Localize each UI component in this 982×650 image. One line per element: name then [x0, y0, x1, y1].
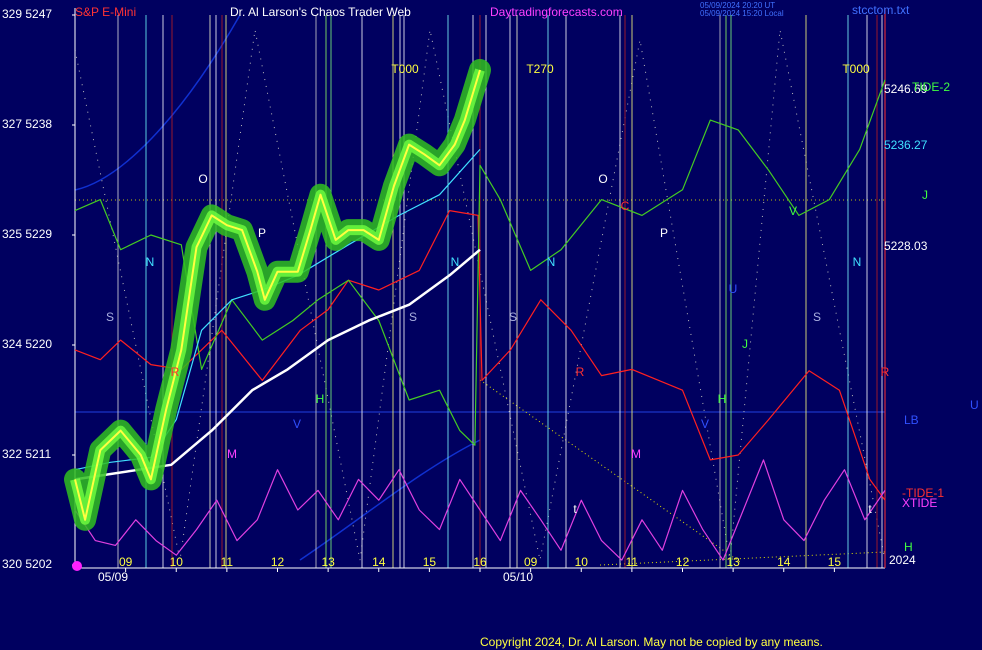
- y-tick-label: 322 5211: [2, 447, 51, 461]
- date-label: 05/09: [98, 570, 128, 584]
- x-tick-label: 14: [777, 555, 791, 569]
- annotation: U: [729, 282, 738, 296]
- annotation: T000: [842, 62, 870, 76]
- right-label: U: [970, 398, 979, 412]
- right-label: 5236.27: [884, 138, 928, 152]
- x-tick-label: 10: [170, 555, 184, 569]
- x-tick-label: 13: [726, 555, 740, 569]
- right-label: H: [904, 540, 913, 554]
- y-tick-label: 327 5238: [2, 117, 52, 131]
- annotation: O: [598, 172, 607, 186]
- annotation: V: [789, 204, 797, 218]
- annotation: H: [316, 392, 325, 406]
- annotation: V: [701, 417, 709, 431]
- right-label: XTIDE: [902, 496, 937, 510]
- header-text: 05/09/2024 20:20 UT: [700, 1, 775, 10]
- series-line: [74, 210, 886, 501]
- annotation: J: [742, 337, 748, 351]
- series-line: [74, 69, 481, 521]
- header-text: Dr. Al Larson's Chaos Trader Web: [230, 5, 411, 19]
- annotation: S: [409, 310, 417, 324]
- right-label: -TIDE-1: [902, 486, 944, 500]
- annotation: H: [718, 392, 727, 406]
- annotation: N: [451, 255, 460, 269]
- x-tick-label: 13: [321, 555, 335, 569]
- annotation: R: [171, 365, 180, 379]
- header-text: 05/09/2024 15:20 Local: [700, 9, 784, 18]
- x-tick-label: 11: [626, 555, 639, 569]
- x-tick-label: 09: [119, 555, 133, 569]
- header-text: Daytradingforecasts.com: [490, 5, 623, 19]
- envelope: [299, 439, 481, 561]
- annotation: t: [573, 502, 577, 516]
- x-tick-label: 10: [575, 555, 589, 569]
- annotation: P: [660, 226, 668, 240]
- series-line: [74, 459, 886, 561]
- y-tick-label: 324 5220: [2, 337, 52, 351]
- footer: Copyright 2024, Dr. Al Larson. May not b…: [480, 635, 823, 649]
- series-line: [74, 79, 886, 446]
- dotted-cycle: [74, 29, 886, 561]
- header-text: S&P E-Mini: [75, 5, 136, 19]
- annotation: O: [198, 172, 207, 186]
- x-tick-label: 16: [473, 555, 487, 569]
- x-tick-label: 14: [372, 555, 386, 569]
- annotation: N: [547, 255, 556, 269]
- y-tick-label: 320 5202: [2, 557, 52, 571]
- annotation: P: [258, 226, 266, 240]
- x-tick-label: 12: [676, 555, 690, 569]
- annotation: T000: [391, 62, 419, 76]
- annotation: S: [509, 310, 517, 324]
- annotation: R: [576, 365, 585, 379]
- envelope: [74, 14, 241, 191]
- dotted-trend: [479, 379, 741, 563]
- x-tick-label: 15: [423, 555, 437, 569]
- annotation: S: [106, 310, 114, 324]
- right-label: TIDE-2: [912, 80, 950, 94]
- annotation: t: [868, 502, 872, 516]
- annotation: V: [293, 417, 301, 431]
- annotation: C: [621, 199, 630, 213]
- annotation: N: [853, 255, 862, 269]
- annotation: N: [146, 255, 155, 269]
- right-label: 2024: [889, 553, 916, 567]
- x-tick-label: 12: [271, 555, 285, 569]
- y-tick-label: 325 5229: [2, 227, 52, 241]
- right-label: LB: [904, 413, 919, 427]
- annotation: S: [813, 310, 821, 324]
- annotation: R: [881, 365, 890, 379]
- date-label: 05/10: [503, 570, 533, 584]
- right-label: 5246.69: [884, 82, 928, 96]
- annotation: T270: [526, 62, 554, 76]
- start-dot: [72, 561, 82, 571]
- x-tick-label: 09: [524, 555, 538, 569]
- annotation: M: [631, 447, 641, 461]
- header-text: stcctom.txt: [852, 3, 910, 17]
- y-tick-label: 329 5247: [2, 7, 52, 21]
- x-tick-label: 15: [828, 555, 842, 569]
- x-tick-label: 11: [221, 555, 234, 569]
- right-label: 5228.03: [884, 239, 928, 253]
- right-label: J: [922, 188, 928, 202]
- annotation: M: [227, 447, 237, 461]
- series-line: [74, 248, 481, 481]
